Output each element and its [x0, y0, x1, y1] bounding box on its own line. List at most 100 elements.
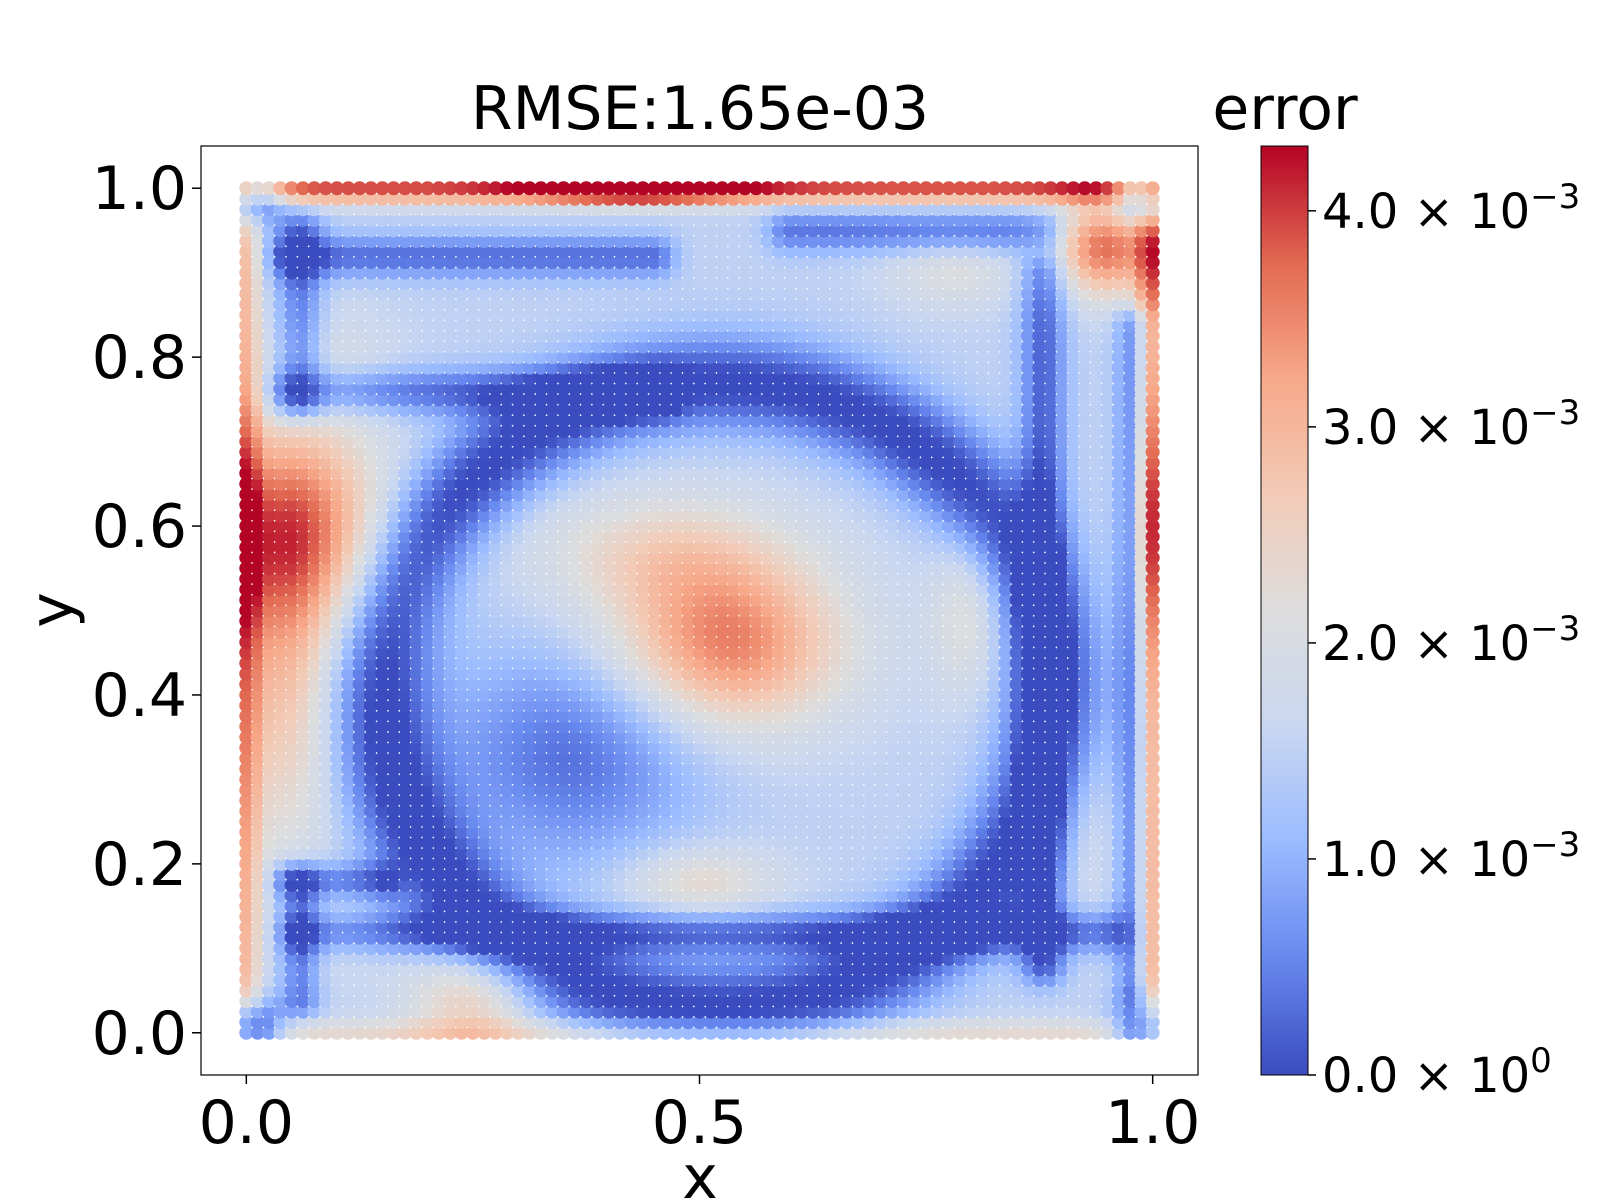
scatter-point: [953, 804, 968, 819]
scatter-point: [941, 825, 956, 840]
scatter-point: [1145, 804, 1160, 819]
scatter-point: [511, 698, 526, 713]
scatter-point: [907, 761, 922, 776]
scatter-point: [1009, 994, 1024, 1009]
scatter-point: [726, 994, 741, 1009]
scatter-point: [964, 825, 979, 840]
scatter-point: [1111, 740, 1126, 755]
scatter-point: [613, 687, 628, 702]
scatter-point: [658, 698, 673, 713]
scatter-point: [1032, 888, 1047, 903]
scatter-point: [681, 793, 696, 808]
scatter-point: [488, 888, 503, 903]
scatter-point: [239, 877, 254, 892]
scatter-point: [817, 709, 832, 724]
scatter-point: [511, 751, 526, 766]
scatter-point: [896, 814, 911, 829]
scatter-point: [692, 930, 707, 945]
scatter-point: [919, 994, 934, 1009]
scatter-point: [930, 719, 945, 734]
scatter-point: [307, 1025, 322, 1040]
scatter-point: [1077, 909, 1092, 924]
scatter-point: [420, 804, 435, 819]
scatter-point: [239, 804, 254, 819]
scatter-point: [851, 877, 866, 892]
scatter-point: [737, 1004, 752, 1019]
scatter-point: [556, 825, 571, 840]
scatter-point: [964, 941, 979, 956]
scatter-point: [522, 846, 537, 861]
scatter-point: [805, 1025, 820, 1040]
scatter-point: [715, 846, 730, 861]
scatter-point: [817, 804, 832, 819]
scatter-point: [477, 804, 492, 819]
scatter-point: [669, 962, 684, 977]
scatter-point: [851, 856, 866, 871]
scatter-point: [1077, 719, 1092, 734]
scatter-point: [363, 740, 378, 755]
scatter-point: [896, 899, 911, 914]
scatter-point: [533, 930, 548, 945]
scatter-point: [1123, 994, 1138, 1009]
scatter-point: [522, 793, 537, 808]
scatter-point: [703, 772, 718, 787]
scatter-point: [987, 751, 1002, 766]
scatter-point: [873, 687, 888, 702]
scatter-point: [658, 888, 673, 903]
scatter-point: [511, 677, 526, 692]
scatter-point: [1123, 972, 1138, 988]
scatter-point: [307, 730, 322, 745]
scatter-point: [930, 899, 945, 914]
scatter-point: [715, 941, 730, 956]
scatter-point: [477, 793, 492, 808]
scatter-point: [363, 1025, 378, 1040]
scatter-point: [250, 941, 265, 956]
scatter-point: [771, 877, 786, 892]
scatter-point: [975, 698, 990, 713]
scatter-point: [250, 846, 265, 861]
scatter-point: [624, 740, 639, 755]
scatter-point: [431, 899, 446, 914]
scatter-point: [318, 962, 333, 977]
scatter-point: [919, 972, 934, 988]
scatter-point: [1123, 962, 1138, 977]
scatter-point: [1009, 687, 1024, 702]
scatter-point: [851, 909, 866, 924]
scatter-point: [647, 804, 662, 819]
scatter-point: [1123, 772, 1138, 787]
scatter-point: [885, 730, 900, 745]
scatter-point: [749, 666, 764, 681]
scatter-point: [1077, 951, 1092, 966]
scatter-point: [624, 846, 639, 861]
scatter-point: [1043, 761, 1058, 776]
scatter-point: [420, 793, 435, 808]
scatter-point: [669, 730, 684, 745]
scatter-point: [715, 740, 730, 755]
scatter-point: [692, 920, 707, 935]
scatter-point: [896, 920, 911, 935]
scatter-point: [1066, 941, 1081, 956]
scatter-point: [1089, 677, 1104, 692]
scatter-point: [760, 994, 775, 1009]
scatter-point: [1100, 856, 1115, 871]
scatter-point: [1066, 1015, 1081, 1030]
scatter-point: [658, 1015, 673, 1030]
scatter-point: [975, 983, 990, 998]
scatter-point: [273, 972, 288, 988]
scatter-point: [953, 687, 968, 702]
scatter-point: [409, 920, 424, 935]
scatter-point: [1009, 920, 1024, 935]
scatter-point: [669, 1015, 684, 1030]
scatter-point: [862, 1004, 877, 1019]
scatter-point: [1032, 962, 1047, 977]
scatter-point: [443, 920, 458, 935]
scatter-point: [862, 793, 877, 808]
scatter-point: [477, 846, 492, 861]
scatter-point: [1043, 899, 1058, 914]
scatter-point: [318, 920, 333, 935]
scatter-point: [737, 751, 752, 766]
scatter-point: [352, 941, 367, 956]
scatter-point: [771, 709, 786, 724]
scatter-point: [284, 698, 299, 713]
scatter-point: [261, 962, 277, 977]
